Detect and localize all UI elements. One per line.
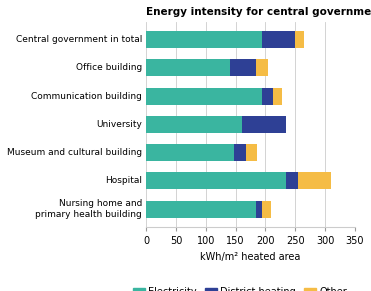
Bar: [146, 173, 286, 189]
X-axis label: kWh/m² heated area: kWh/m² heated area: [200, 251, 301, 262]
Bar: [262, 31, 295, 48]
Bar: [246, 144, 257, 161]
Bar: [234, 144, 246, 161]
Text: Energy intensity for central government buildings. 2008: Energy intensity for central government …: [146, 7, 371, 17]
Bar: [273, 88, 282, 105]
Bar: [146, 88, 262, 105]
Legend: Electricity, District heating, Other: Electricity, District heating, Other: [129, 283, 351, 291]
Bar: [146, 31, 262, 48]
Bar: [242, 116, 286, 133]
Bar: [146, 201, 256, 218]
Bar: [146, 59, 230, 77]
Bar: [262, 201, 271, 218]
Bar: [256, 59, 268, 77]
Bar: [230, 59, 256, 77]
Bar: [262, 88, 273, 105]
Bar: [286, 173, 298, 189]
Bar: [256, 201, 262, 218]
Bar: [298, 173, 331, 189]
Bar: [146, 116, 242, 133]
Bar: [295, 31, 304, 48]
Bar: [146, 144, 234, 161]
